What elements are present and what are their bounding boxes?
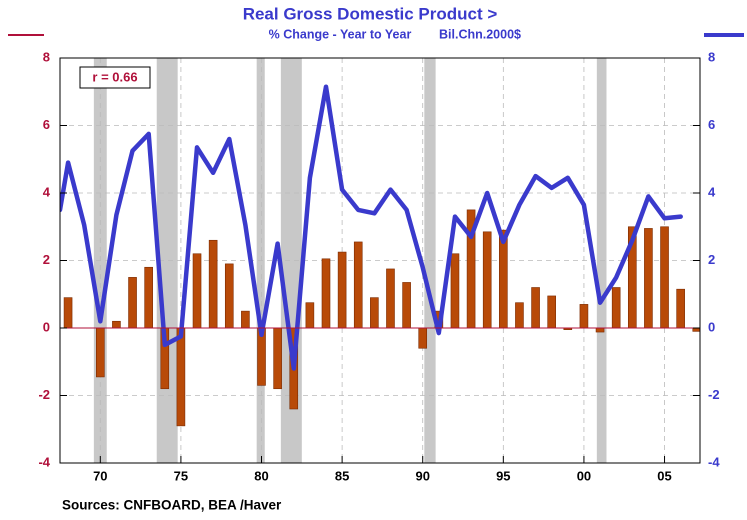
bar (241, 310, 250, 329)
bar (192, 253, 202, 329)
y2-tick-label: 0 (708, 319, 715, 334)
bar (402, 282, 411, 329)
x-tick-label: 80 (254, 468, 268, 483)
y-tick-label: 4 (43, 184, 51, 199)
bar (112, 320, 121, 329)
x-tick-label: 95 (496, 468, 510, 483)
bar (450, 253, 460, 329)
y-tick-label: 6 (43, 117, 50, 132)
line-series (60, 84, 683, 371)
bar (660, 226, 669, 329)
chart-subtitle: Bil.Chn.2000$ (439, 27, 521, 41)
bar (337, 251, 347, 329)
bar (353, 241, 363, 329)
y2-tick-label: -2 (708, 387, 720, 402)
bar (305, 302, 315, 329)
annotation: r = 0.66 (92, 69, 137, 84)
x-tick-label: 05 (657, 468, 671, 483)
bar (63, 297, 73, 329)
bar (224, 263, 234, 329)
y2-tick-label: 8 (708, 49, 715, 64)
bar (482, 231, 492, 329)
y-tick-label: 0 (43, 319, 50, 334)
x-tick-label: 75 (174, 468, 188, 483)
chart-subtitle: % Change - Year to Year (269, 27, 412, 41)
y2-tick-label: -4 (708, 454, 720, 469)
bar (644, 228, 653, 329)
x-tick-label: 70 (93, 468, 107, 483)
bar (611, 287, 621, 329)
bar (676, 288, 685, 329)
bar (499, 229, 508, 329)
bar (595, 327, 605, 333)
bar (144, 266, 153, 329)
y-tick-label: 8 (43, 49, 50, 64)
bar (386, 268, 395, 329)
x-tick-label: 85 (335, 468, 349, 483)
bar (547, 295, 556, 329)
y-tick-label: 2 (43, 252, 50, 267)
bar (96, 327, 105, 378)
plot-area (60, 58, 700, 463)
bar (579, 304, 589, 329)
source-note: Sources: CNFBOARD, BEA /Haver (62, 498, 282, 513)
y-tick-label: -2 (38, 387, 50, 402)
y2-tick-label: 2 (708, 252, 715, 267)
x-tick-label: 90 (415, 468, 429, 483)
bar (370, 297, 379, 329)
y2-tick-label: 6 (708, 117, 715, 132)
bar (273, 327, 282, 390)
bar (531, 287, 540, 329)
bar (418, 327, 428, 349)
bar (176, 327, 186, 427)
bar (128, 277, 137, 329)
y-tick-label: -4 (38, 454, 50, 469)
chart-title: Real Gross Domestic Product > (243, 4, 498, 23)
annotation-box (79, 66, 151, 89)
bar (321, 258, 331, 329)
bar (208, 239, 218, 329)
x-tick-label: 00 (577, 468, 591, 483)
bar (515, 302, 524, 329)
y2-tick-label: 4 (708, 184, 716, 199)
